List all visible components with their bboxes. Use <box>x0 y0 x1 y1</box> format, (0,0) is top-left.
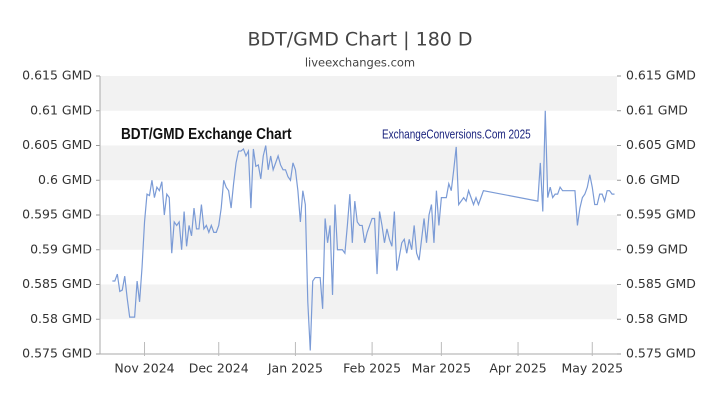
x-tick-label: Dec 2024 <box>189 361 249 376</box>
y2-tick-label: 0.595 GMD <box>626 207 696 222</box>
x-tick-label: Apr 2025 <box>489 361 546 376</box>
y2-tick-label: 0.605 GMD <box>626 137 696 152</box>
grid-band <box>100 145 617 181</box>
y-tick-label: 0.58 GMD <box>30 311 92 326</box>
y2-tick-label: 0.585 GMD <box>626 276 696 291</box>
annotation: ExchangeConversions.Com 2025 <box>382 128 531 141</box>
x-tick-label: Mar 2025 <box>412 361 471 376</box>
x-tick-label: May 2025 <box>561 361 623 376</box>
y2-tick-label: 0.615 GMD <box>626 68 696 83</box>
x-tick-label: Jan 2025 <box>267 361 323 376</box>
y-tick-label: 0.595 GMD <box>22 207 92 222</box>
y2-tick-label: 0.6 GMD <box>626 172 680 187</box>
chart-title: BDT/GMD Chart | 180 D <box>247 29 472 51</box>
y-tick-label: 0.575 GMD <box>22 346 92 361</box>
grid-band <box>100 76 617 111</box>
chart-subtitle: liveexchanges.com <box>305 56 415 70</box>
x-tick-label: Feb 2025 <box>343 361 401 376</box>
y-tick-label: 0.59 GMD <box>30 241 92 256</box>
y2-tick-label: 0.59 GMD <box>626 241 688 256</box>
x-tick-label: Nov 2024 <box>114 361 174 376</box>
y2-tick-label: 0.58 GMD <box>626 311 688 326</box>
grid-band <box>100 215 617 250</box>
y-tick-label: 0.585 GMD <box>22 276 92 291</box>
price-line <box>112 110 615 351</box>
annotation: BDT/GMD Exchange Chart <box>121 126 292 143</box>
y-tick-label: 0.61 GMD <box>30 102 92 117</box>
y-tick-label: 0.605 GMD <box>22 137 92 152</box>
y2-tick-label: 0.61 GMD <box>626 102 688 117</box>
y2-tick-label: 0.575 GMD <box>626 346 696 361</box>
y-tick-label: 0.615 GMD <box>22 68 92 83</box>
y-tick-label: 0.6 GMD <box>38 172 92 187</box>
grid-band <box>100 284 617 320</box>
